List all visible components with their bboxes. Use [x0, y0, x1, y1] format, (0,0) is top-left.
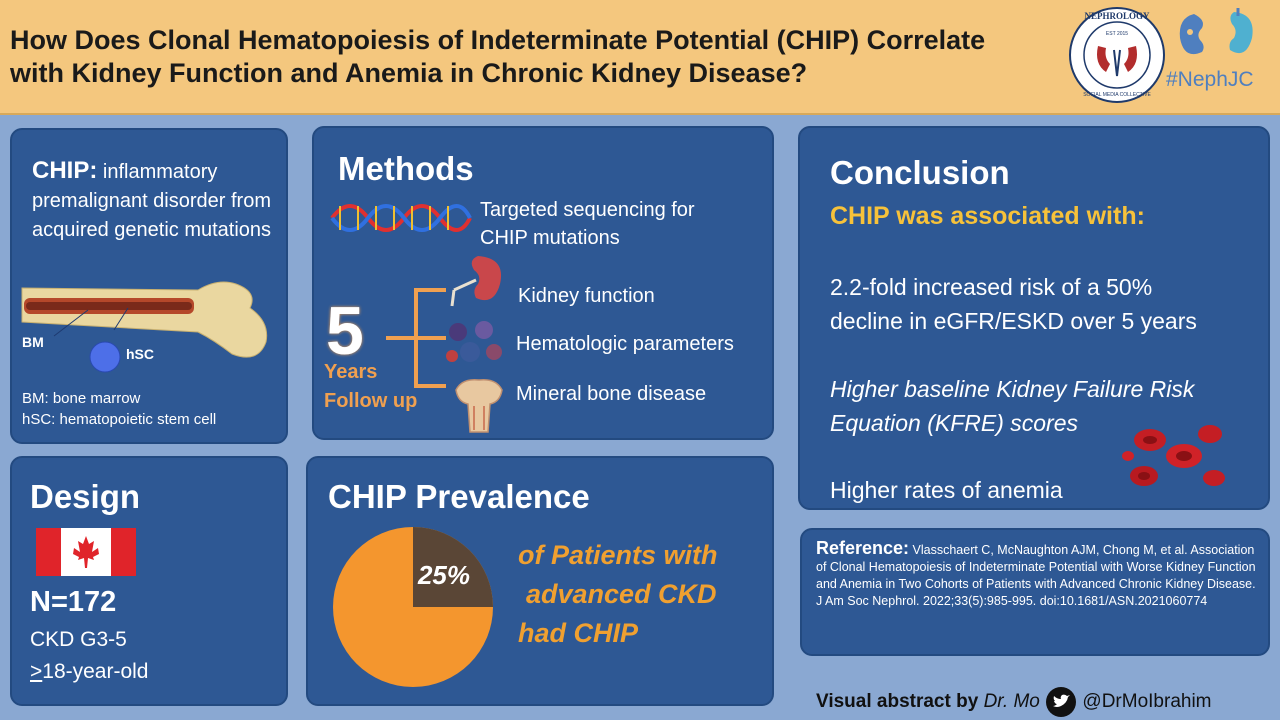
- age-criterion: >18-year-old: [30, 660, 149, 684]
- method-item-hematologic: Hematologic parameters: [516, 333, 734, 355]
- footer-credit: Visual abstract by Dr. Mo @DrMoIbrahim: [816, 686, 1212, 718]
- prevalence-line-1: of Patients with: [518, 540, 718, 570]
- legend-bm: BM: bone marrow: [22, 390, 141, 407]
- hashtag: #NephJC: [1166, 68, 1254, 91]
- bone-icon: [455, 378, 503, 433]
- conclusion-point-2-line-2: Equation (KFRE) scores: [830, 410, 1078, 436]
- methods-title: Methods: [338, 150, 474, 187]
- conclusion-point-1-line-2: decline in eGFR/ESKD over 5 years: [830, 308, 1197, 334]
- bm-label: BM: [22, 334, 44, 350]
- design-panel: [10, 456, 288, 706]
- pie-percent-label: 25%: [417, 560, 470, 590]
- pie-chip-slice: [413, 527, 493, 607]
- reference-panel: [800, 528, 1270, 656]
- twitter-handle[interactable]: @DrMoIbrahim: [1082, 691, 1212, 713]
- chip-definition: CHIP: inflammatory premalignant disorder…: [32, 156, 272, 245]
- footer-author: Dr. Mo: [983, 691, 1040, 713]
- ckd-stage: CKD G3-5: [30, 628, 127, 651]
- years-line-2: Follow up: [324, 390, 418, 412]
- years-number: 5: [326, 293, 364, 369]
- title-line-1: How Does Clonal Hematopoiesis of Indeter…: [10, 25, 986, 55]
- prevalence-pie-chart: 25%: [333, 527, 493, 687]
- stem-cell-icon: [89, 341, 121, 373]
- sample-size: N=172: [30, 586, 117, 618]
- footer-prefix: Visual abstract by: [816, 691, 979, 713]
- age-text: 18-year-old: [42, 660, 149, 683]
- seal-bottom-text: SOCIAL MEDIA COLLECTIVE: [1083, 92, 1151, 98]
- chip-definition-text: inflammatory premalignant disorder from …: [32, 161, 272, 241]
- bracket-icon: [386, 288, 446, 388]
- years-label: Years Follow up: [324, 358, 417, 416]
- sequencing-text: Targeted sequencing for CHIP mutations: [480, 199, 695, 249]
- bone-marrow-illustration: [21, 281, 268, 358]
- reference-text-block: Reference: Vlasschaert C, McNaughton AJM…: [816, 538, 1260, 610]
- legend-hsc: hSC: hematopoietic stem cell: [22, 411, 217, 428]
- conclusion-point-1: 2.2-fold increased risk of a 50% decline…: [830, 270, 1197, 338]
- page-title: How Does Clonal Hematopoiesis of Indeter…: [10, 24, 1050, 90]
- chip-heading: CHIP:: [32, 157, 98, 184]
- header-banner: [0, 0, 1280, 115]
- conclusion-point-3: Higher rates of anemia: [830, 477, 1063, 503]
- years-line-1: Years: [324, 361, 378, 383]
- seal-est-text: EST 2015: [1106, 31, 1128, 37]
- methods-panel: [312, 126, 774, 440]
- prevalence-title: CHIP Prevalence: [328, 478, 590, 515]
- seal-top-text: NEPHROLOGY: [1084, 11, 1150, 21]
- blood-cells-icon: [446, 321, 502, 362]
- conclusion-point-1-line-1: 2.2-fold increased risk of a 50%: [830, 274, 1153, 300]
- kidney-icon: [450, 256, 502, 307]
- twitter-icon[interactable]: [1045, 686, 1077, 718]
- reference-citation: Vlasschaert C, McNaughton AJM, Chong M, …: [816, 543, 1256, 608]
- prevalence-line-2: advanced CKD: [526, 579, 717, 609]
- design-title: Design: [30, 478, 141, 515]
- hsc-label: hSC: [126, 346, 154, 362]
- chip-legend: BM: bone marrow hSC: hematopoietic stem …: [22, 388, 216, 430]
- red-blood-cells-icon: [1122, 425, 1225, 486]
- dna-helix-icon: [330, 204, 472, 232]
- prevalence-line-3: had CHIP: [518, 618, 639, 648]
- method-item-bone: Mineral bone disease: [516, 383, 707, 405]
- method-item-kidney: Kidney function: [518, 285, 655, 307]
- conclusion-title: Conclusion: [830, 154, 1010, 191]
- age-symbol: >: [30, 660, 43, 683]
- conclusion-point-2: Higher baseline Kidney Failure Risk Equa…: [830, 372, 1194, 440]
- canada-flag-icon: [36, 528, 136, 576]
- kidney-logo-icon: [1179, 8, 1253, 55]
- conclusion-subtitle: CHIP was associated with:: [830, 202, 1145, 230]
- reference-label: Reference:: [816, 538, 910, 558]
- nephrology-seal-logo: NEPHROLOGY EST 2015 SOCIAL MEDIA COLLECT…: [1069, 7, 1165, 103]
- prevalence-description: of Patients with advanced CKD had CHIP: [518, 536, 718, 653]
- title-line-2: with Kidney Function and Anemia in Chron…: [10, 58, 808, 88]
- conclusion-point-2-line-1: Higher baseline Kidney Failure Risk: [830, 376, 1195, 402]
